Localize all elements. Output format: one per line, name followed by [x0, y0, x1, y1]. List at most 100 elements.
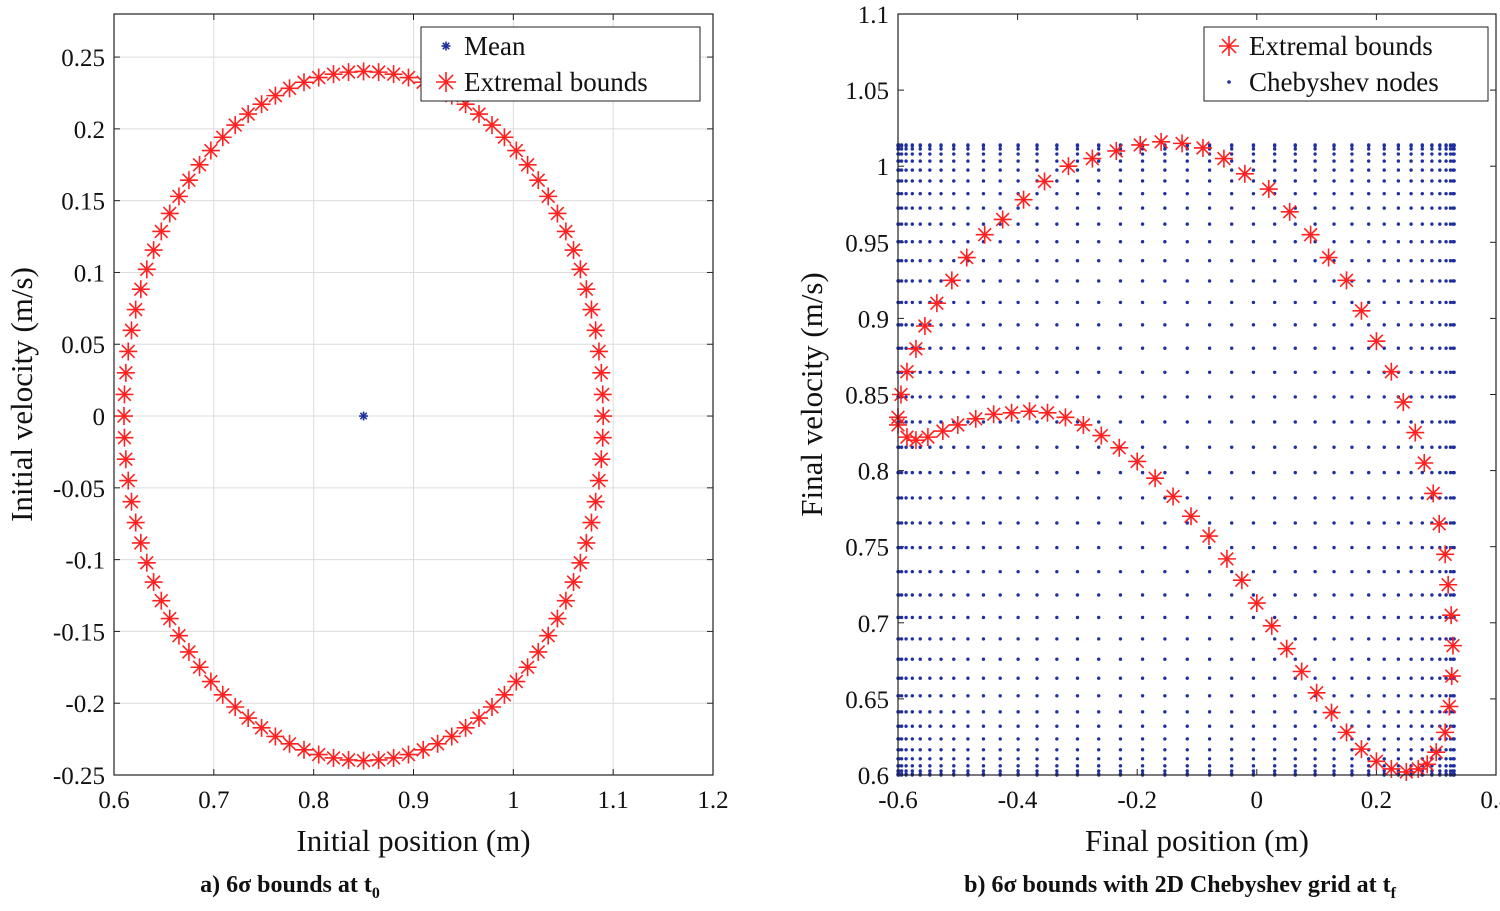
plot-b-chebyshev-node — [1313, 676, 1317, 680]
plot-b-chebyshev-node — [928, 470, 932, 475]
plot-b-chebyshev-node — [1430, 143, 1434, 147]
plot-a-extremal-point-stroke — [181, 645, 196, 659]
plot-b-chebyshev-node — [1382, 143, 1386, 147]
plot-b-chebyshev-node — [1272, 657, 1277, 661]
plot-b-chebyshev-node — [1396, 710, 1401, 714]
plot-b-extremal-point-stroke — [1085, 151, 1100, 166]
plot-b-chebyshev-node — [939, 222, 943, 226]
plot-b-extremal-point — [1262, 616, 1281, 635]
plot-b-chebyshev-node — [1382, 657, 1386, 661]
plot-b-chebyshev-node — [1251, 395, 1256, 399]
plot-b-chebyshev-node — [1097, 496, 1101, 500]
plot-b-chebyshev-node — [1438, 637, 1442, 641]
plot-b-chebyshev-node — [1420, 737, 1424, 741]
plot-b-chebyshev-node — [1313, 657, 1317, 661]
plot-a-extremal-point-stroke — [541, 628, 556, 643]
plot-b-chebyshev-node — [1251, 152, 1256, 156]
plot-b-chebyshev-node — [1035, 593, 1039, 597]
plot-b-chebyshev-node — [939, 179, 943, 183]
plot-b-chebyshev-node — [1272, 152, 1277, 156]
plot-b-chebyshev-node — [1396, 521, 1401, 525]
plot-a-extremal-point-stroke — [588, 494, 603, 509]
plot-b-chebyshev-node — [1251, 258, 1256, 263]
plot-b-chebyshev-node — [1185, 724, 1189, 728]
plot-b-chebyshev-node — [939, 152, 943, 156]
plot-a-extremal-point — [518, 658, 537, 677]
plot-a-extremal-point — [280, 734, 299, 753]
plot-b-chebyshev-node — [910, 445, 915, 449]
plot-b-chebyshev-node — [1420, 676, 1424, 680]
plot-b-extremal-point-stroke — [1094, 428, 1109, 443]
plot-b-chebyshev-node — [952, 143, 956, 147]
plot-b-chebyshev-node — [1366, 445, 1371, 449]
plot-b-chebyshev-node — [1075, 323, 1080, 327]
plot-b-extremal-point-stroke — [1234, 573, 1249, 588]
plot-b-extremal-point — [1083, 149, 1102, 168]
plot-b-chebyshev-node — [1382, 569, 1386, 574]
plot-a-extremal-point — [190, 658, 209, 677]
plot-b-extremal-point-stroke — [1130, 454, 1145, 469]
plot-b-chebyshev-node — [1448, 521, 1453, 525]
plot-b-chebyshev-node — [1163, 206, 1167, 210]
plot-b-chebyshev-node — [1420, 279, 1424, 283]
plot-b-chebyshev-node — [1016, 395, 1020, 399]
plot-b-chebyshev-node — [981, 694, 986, 698]
plot-b-chebyshev-node — [1055, 724, 1059, 728]
plot-b-chebyshev-node — [981, 143, 986, 147]
plot-b-chebyshev-node — [981, 657, 986, 661]
plot-b-chebyshev-node — [1118, 300, 1123, 305]
plot-b-chebyshev-node — [1185, 657, 1189, 661]
plot-b-chebyshev-node — [1272, 346, 1277, 350]
plot-b-chebyshev-node — [1332, 769, 1336, 773]
plot-b-extremal-point-stroke — [1294, 664, 1309, 679]
plot-b-chebyshev-node — [1444, 370, 1448, 374]
plot-b-chebyshev-node — [1293, 757, 1297, 761]
plot-b-chebyshev-node — [966, 300, 970, 305]
plot-b-chebyshev-node — [1055, 593, 1059, 597]
plot-b-chebyshev-node — [1313, 420, 1317, 424]
plot-a-extremal-point-stroke — [124, 494, 139, 509]
plot-b-chebyshev-node — [998, 152, 1002, 156]
plot-b-chebyshev-node — [904, 346, 908, 350]
plot-b-chebyshev-node — [1350, 147, 1354, 151]
plot-b-chebyshev-node — [1075, 764, 1080, 768]
plot-b-chebyshev-node — [1396, 323, 1401, 327]
plot-b-chebyshev-node — [904, 179, 908, 183]
plot-a-extremal-point — [239, 709, 258, 728]
plot-b-extremal-point-stroke — [1354, 742, 1369, 757]
plot-b-chebyshev-node — [1409, 657, 1413, 661]
plot-b-extremal-point-stroke — [1369, 754, 1384, 769]
plot-b-chebyshev-node — [904, 569, 908, 574]
plot-b-chebyshev-node — [939, 395, 943, 399]
plot-b-chebyshev-node — [1207, 395, 1212, 399]
plot-b-chebyshev-node — [1097, 179, 1101, 183]
plot-b-chebyshev-node — [981, 724, 986, 728]
plot-a-extremal-point — [119, 342, 138, 361]
plot-a-extremal-point-stroke — [254, 720, 269, 735]
plot-b-chebyshev-node — [1448, 637, 1453, 641]
plot-b-chebyshev-node — [1075, 168, 1080, 172]
plot-b-chebyshev-node — [1444, 445, 1448, 449]
plot-b-chebyshev-node — [1396, 676, 1401, 680]
plot-b-legend-extremal-label: Extremal bounds — [1249, 31, 1433, 61]
plot-b-chebyshev-node — [1366, 179, 1371, 183]
plot-b-extremal-point — [1301, 225, 1320, 244]
plot-b-chebyshev-node — [1293, 346, 1297, 350]
plot-b-chebyshev-node — [1163, 694, 1167, 698]
plot-b-chebyshev-node — [1293, 420, 1297, 424]
plot-b-chebyshev-node — [1382, 769, 1386, 773]
plot-b-chebyshev-node — [1185, 240, 1189, 244]
plot-b-chebyshev-node — [998, 147, 1002, 151]
plot-b-extremal-point-stroke — [1216, 151, 1231, 166]
plot-b-chebyshev-node — [1140, 769, 1145, 773]
plot-a-extremal-point — [294, 740, 313, 759]
plot-a-extremal-point-stroke — [573, 262, 588, 277]
plot-b-extremal-point — [1337, 271, 1356, 290]
plot-b-chebyshev-node — [928, 179, 932, 183]
plot-a-extremal-point — [470, 105, 489, 124]
plot-b-extremal-point — [1424, 484, 1443, 503]
plot-b-chebyshev-node — [1452, 737, 1456, 741]
plot-b-chebyshev-node — [1366, 143, 1371, 147]
plot-b-chebyshev-node — [1251, 179, 1256, 183]
plot-b-chebyshev-node — [1140, 222, 1145, 226]
